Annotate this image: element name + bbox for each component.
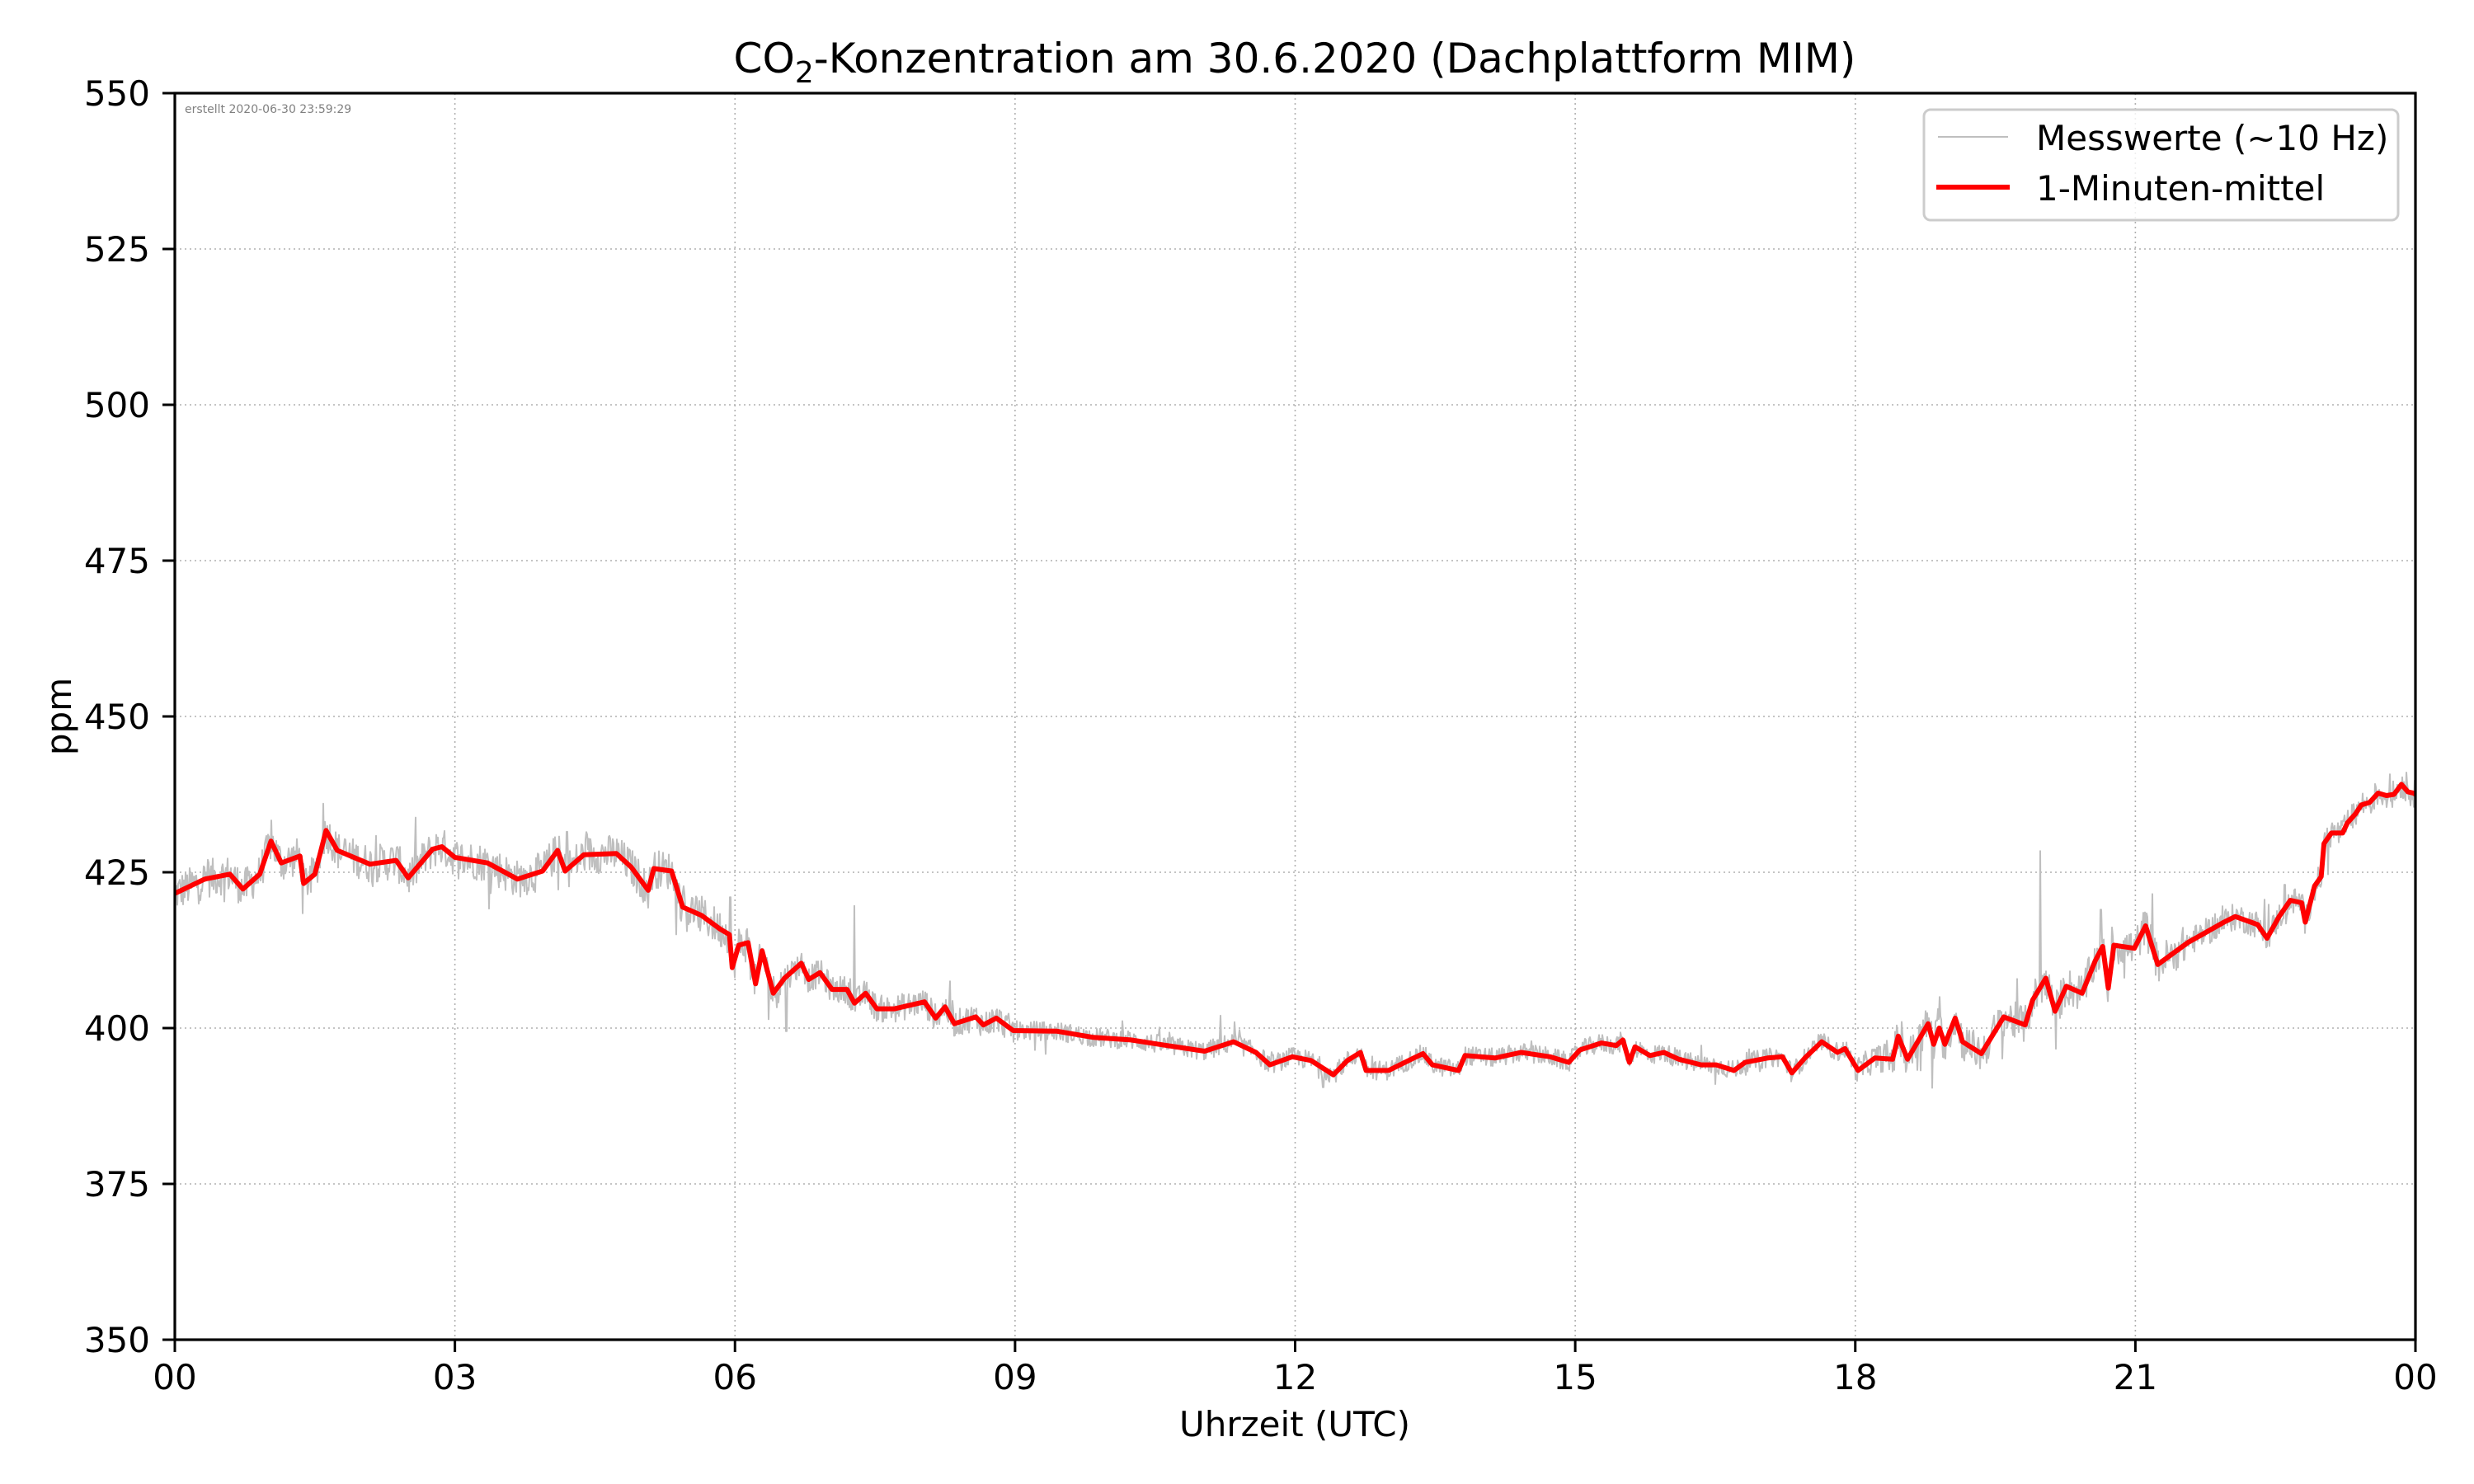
axis-ticks: 00 03 06 09 12 15 18 21 003503754004254504755005… [84,73,2438,1397]
x-tick-label: 18 [1833,1357,1877,1397]
x-tick-label: 06 [713,1357,757,1397]
title-subscript: 2 [795,56,814,90]
y-tick-label: 525 [84,229,150,270]
y-tick-label: 450 [84,697,150,737]
x-tick-label: 15 [1553,1357,1597,1397]
legend-label-1-minuten-mittel: 1-Minuten-mittel [2036,168,2325,209]
created-timestamp: erstellt 2020-06-30 23:59:29 [185,103,351,116]
grid [175,93,2415,1340]
title-co: CO [734,35,795,82]
title-rest: -Konzentration am 30.6.2020 (Dachplattfo… [814,35,1856,82]
legend-label-messwerte: Messwerte (~10 Hz) [2036,118,2388,158]
legend-box [1922,108,2400,222]
y-tick-label: 400 [84,1008,150,1049]
y-tick-label: 425 [84,852,150,893]
x-tick-label: 12 [1273,1357,1317,1397]
chart-title: CO2-Konzentration am 30.6.2020 (Dachplat… [734,35,1856,90]
y-tick-label: 375 [84,1164,150,1205]
y-tick-label: 550 [84,73,150,114]
y-tick-label: 475 [84,541,150,581]
x-tick-label: 03 [433,1357,477,1397]
y-axis-label: ppm [39,678,79,755]
legend: Messwerte (~10 Hz) 1-Minuten-mittel [1922,108,2400,222]
x-tick-label: 09 [993,1357,1037,1397]
x-tick-label: 00 [2393,1357,2437,1397]
x-tick-label: 21 [2114,1357,2157,1397]
series-line-1-minuten-mittel [175,782,2415,1078]
x-tick-label: 00 [153,1357,196,1397]
y-tick-label: 350 [84,1320,150,1360]
x-axis-label: Uhrzeit (UTC) [1179,1404,1410,1444]
y-tick-label: 500 [84,385,150,425]
